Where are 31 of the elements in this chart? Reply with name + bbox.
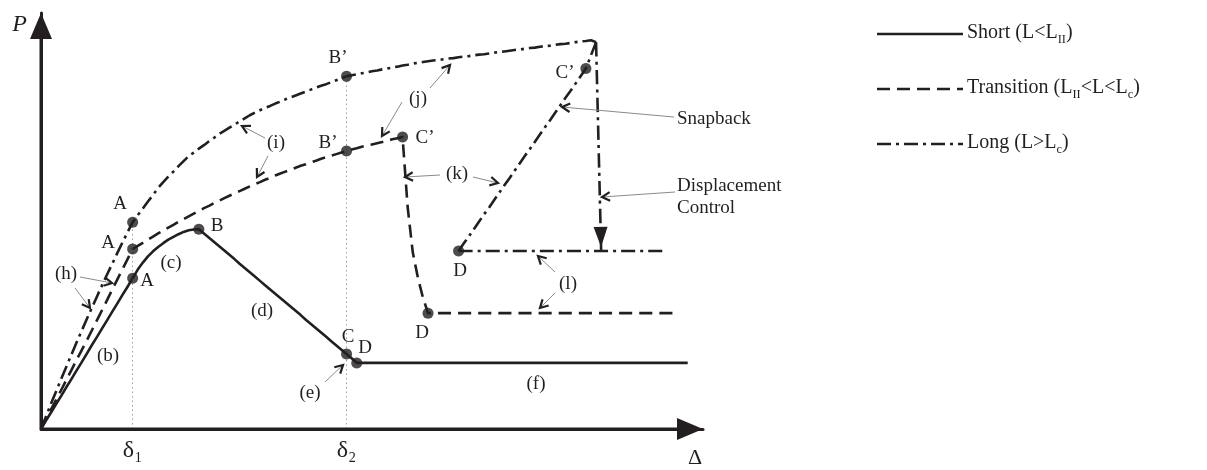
annotation: (i) <box>267 131 285 153</box>
annotation: (d) <box>250 299 274 321</box>
annotation: D <box>453 259 467 281</box>
annotation: (f) <box>526 372 546 394</box>
annotation: D <box>415 321 429 343</box>
annotation: A <box>140 269 154 291</box>
annotation: B’ <box>328 46 348 68</box>
annotation: D <box>358 336 372 358</box>
annotation: C <box>341 325 355 347</box>
annotation: (c) <box>160 251 182 273</box>
annotation: C’ <box>555 61 575 83</box>
x-tick-label: δ₂ <box>336 436 357 462</box>
legend-label: Transition (L$_{II}$<L<L$_{c}$) <box>967 75 1140 102</box>
legend-label: Long (L>L$_{c}$) <box>967 130 1069 157</box>
legend-label: Short (L<L$_{II}$) <box>967 20 1073 47</box>
annotation: B <box>210 214 224 236</box>
annotation: (l) <box>559 272 577 294</box>
annotation: Snapback <box>677 107 751 129</box>
y-axis-title: P <box>11 10 28 36</box>
x-axis-title: Δ <box>687 443 703 469</box>
annotation: (e) <box>299 381 321 403</box>
annotation: (j) <box>409 87 427 109</box>
annotation: (b) <box>96 344 120 366</box>
annotation: C’ <box>415 126 435 148</box>
annotation: (k) <box>445 162 469 184</box>
annotation: (h) <box>54 262 78 284</box>
annotation: Displacement Control <box>677 174 782 218</box>
x-tick-label: δ₁ <box>122 436 143 462</box>
annotation: A <box>101 231 115 253</box>
annotation: B’ <box>318 131 338 153</box>
annotation: A <box>113 192 127 214</box>
